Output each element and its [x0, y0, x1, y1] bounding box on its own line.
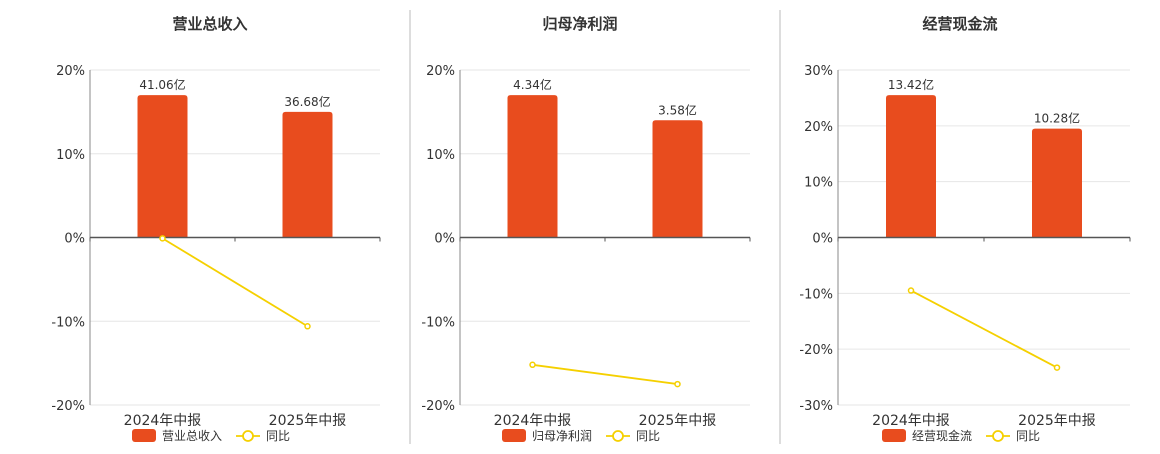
- legend-swatch-marker: [242, 430, 254, 442]
- y-tick-label: -10%: [799, 287, 833, 302]
- x-category-label: 2025年中报: [1018, 413, 1096, 429]
- yoy-point: [907, 287, 915, 294]
- y-tick-label: 20%: [804, 120, 833, 135]
- x-category-label: 2025年中报: [269, 413, 347, 429]
- y-tick-label: 10%: [426, 148, 455, 163]
- legend-swatch-marker: [612, 430, 624, 442]
- bar: [1032, 128, 1082, 238]
- y-tick-label: 0%: [812, 232, 833, 247]
- bar-value-label: 10.28亿: [1034, 111, 1080, 126]
- bar-value-label: 13.42亿: [888, 77, 934, 92]
- y-tick-label: -20%: [421, 399, 455, 414]
- y-tick-label: 0%: [434, 232, 455, 247]
- y-tick-label: 10%: [804, 176, 833, 191]
- chart-title: 营业总收入: [172, 15, 247, 33]
- y-tick-label: 10%: [56, 148, 85, 163]
- yoy-point: [1053, 364, 1061, 371]
- yoy-point: [304, 323, 311, 330]
- chart-title: 经营现金流: [922, 15, 997, 33]
- bar: [507, 95, 558, 238]
- x-category-label: 2024年中报: [124, 413, 202, 429]
- y-tick-label: -20%: [51, 399, 85, 414]
- y-tick-label: -10%: [51, 315, 85, 330]
- y-tick-label: -10%: [421, 315, 455, 330]
- bar-value-label: 36.68亿: [284, 94, 330, 109]
- yoy-line: [910, 289, 1058, 369]
- legend-label: 同比: [636, 429, 660, 443]
- yoy-point: [674, 380, 681, 388]
- legend-swatch-bar: [502, 429, 526, 442]
- y-tick-label: 20%: [56, 64, 85, 79]
- y-tick-label: 30%: [804, 64, 833, 79]
- x-category-label: 2025年中报: [639, 413, 717, 429]
- legend-swatch-bar: [882, 429, 906, 442]
- legend-swatch-marker: [992, 430, 1004, 442]
- legend-label: 经营现金流: [912, 428, 972, 443]
- y-tick-label: 20%: [426, 64, 455, 79]
- bar-value-label: 41.06亿: [139, 77, 185, 92]
- legend-label: 同比: [266, 429, 290, 443]
- legend-label: 归母净利润: [532, 429, 592, 443]
- yoy-point: [529, 361, 536, 369]
- y-tick-label: -30%: [799, 399, 833, 414]
- legend-label: 营业总收入: [162, 429, 222, 443]
- yoy-point: [159, 235, 166, 242]
- yoy-line: [162, 237, 308, 328]
- bar: [652, 120, 703, 238]
- x-category-label: 2024年中报: [872, 413, 950, 429]
- bar: [282, 111, 333, 238]
- yoy-line: [532, 363, 678, 385]
- chart-title: 归母净利润: [542, 15, 617, 33]
- bar-value-label: 4.34亿: [513, 77, 552, 92]
- x-category-label: 2024年中报: [494, 413, 572, 429]
- legend-label: 同比: [1016, 429, 1040, 443]
- legend-swatch-bar: [132, 429, 156, 442]
- y-tick-label: 0%: [64, 232, 85, 247]
- bar: [886, 95, 936, 238]
- bar: [137, 95, 188, 238]
- bar-value-label: 3.58亿: [658, 102, 697, 117]
- y-tick-label: -20%: [799, 343, 833, 358]
